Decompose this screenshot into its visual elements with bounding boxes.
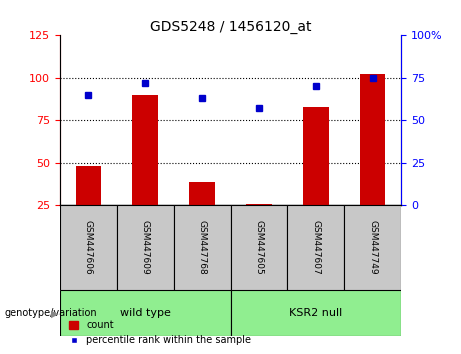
Bar [287, 205, 344, 290]
Text: genotype/variation: genotype/variation [5, 308, 97, 318]
Legend: count, percentile rank within the sample: count, percentile rank within the sample [65, 316, 255, 349]
Title: GDS5248 / 1456120_at: GDS5248 / 1456120_at [150, 21, 311, 34]
Bar [303, 107, 329, 205]
Bar [132, 95, 158, 205]
Text: GSM447749: GSM447749 [368, 221, 377, 275]
Bar [60, 290, 230, 336]
Bar [60, 205, 117, 290]
Bar [360, 74, 385, 205]
Text: GSM447605: GSM447605 [254, 221, 263, 275]
Text: ▶: ▶ [51, 308, 58, 318]
Bar [174, 205, 230, 290]
Text: KSR2 null: KSR2 null [289, 308, 343, 318]
Text: GSM447606: GSM447606 [84, 221, 93, 275]
Bar [76, 166, 101, 205]
Text: wild type: wild type [120, 308, 171, 318]
Text: GSM447768: GSM447768 [198, 221, 207, 275]
Bar [230, 205, 287, 290]
Bar [189, 182, 215, 205]
Bar [117, 205, 174, 290]
Bar [230, 290, 401, 336]
Bar [344, 205, 401, 290]
Bar [246, 204, 272, 205]
Text: GSM447607: GSM447607 [311, 221, 320, 275]
Text: GSM447609: GSM447609 [141, 221, 150, 275]
